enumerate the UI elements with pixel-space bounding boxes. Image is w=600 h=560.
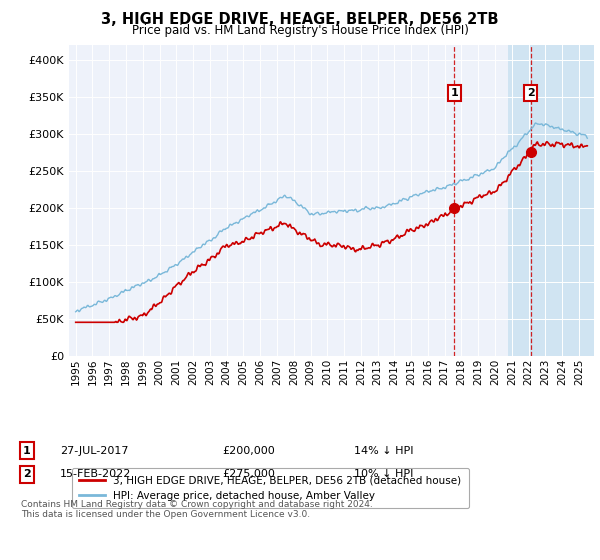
Bar — [508, 45, 594, 356]
Text: 3, HIGH EDGE DRIVE, HEAGE, BELPER, DE56 2TB: 3, HIGH EDGE DRIVE, HEAGE, BELPER, DE56 … — [101, 12, 499, 27]
Text: 15-FEB-2022: 15-FEB-2022 — [60, 469, 131, 479]
Text: £200,000: £200,000 — [222, 446, 275, 456]
Text: 14% ↓ HPI: 14% ↓ HPI — [354, 446, 413, 456]
Text: Contains HM Land Registry data © Crown copyright and database right 2024.
This d: Contains HM Land Registry data © Crown c… — [21, 500, 373, 519]
Text: 27-JUL-2017: 27-JUL-2017 — [60, 446, 128, 456]
Text: 2: 2 — [23, 469, 31, 479]
Text: £275,000: £275,000 — [222, 469, 275, 479]
Text: 2: 2 — [527, 88, 535, 98]
Text: 1: 1 — [451, 88, 458, 98]
Text: 10% ↓ HPI: 10% ↓ HPI — [354, 469, 413, 479]
Text: 1: 1 — [23, 446, 31, 456]
Text: Price paid vs. HM Land Registry's House Price Index (HPI): Price paid vs. HM Land Registry's House … — [131, 24, 469, 37]
Legend: 3, HIGH EDGE DRIVE, HEAGE, BELPER, DE56 2TB (detached house), HPI: Average price: 3, HIGH EDGE DRIVE, HEAGE, BELPER, DE56 … — [71, 468, 469, 508]
